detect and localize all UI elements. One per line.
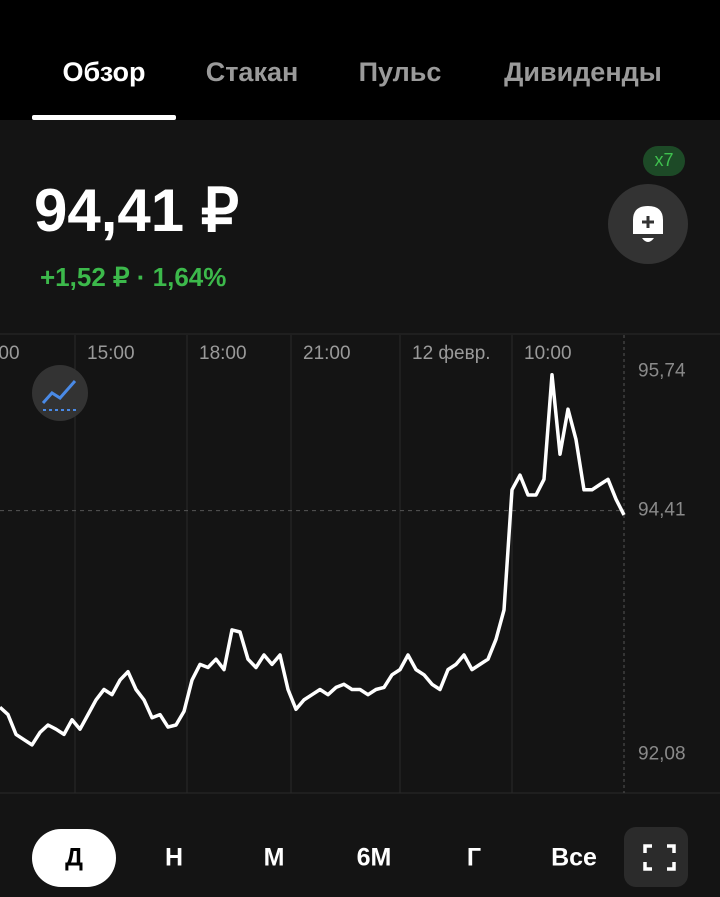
bell-plus [642,216,654,228]
badge-bg [643,146,685,176]
price-line-series [0,372,626,747]
tab[interactable]: Пульс [359,57,442,87]
period-button[interactable]: Г [467,844,481,872]
price-change: +1,52 ₽ · 1,64% [40,262,226,292]
x-tick-label: 18:00 [199,343,247,364]
tab-bar [0,0,720,120]
x-tick-label: 12 февр. [412,343,491,364]
period-button[interactable]: Все [551,844,597,872]
indicator-icon [41,380,77,405]
tab[interactable]: Дивиденды [504,57,662,87]
tab[interactable]: Стакан [206,57,299,87]
badge: x7 [654,150,673,170]
expand-button[interactable] [624,827,688,887]
expand-icon [643,844,676,871]
tab-underline [32,115,176,120]
x-tick-label: 12:00 [0,343,20,364]
x-tick-label: 15:00 [87,343,135,364]
y-tick-label: 94,41 [638,500,686,521]
x-tick-label: 10:00 [524,343,572,364]
y-tick-label: 92,08 [638,743,686,764]
period-active [32,829,116,887]
indicator-button[interactable] [32,365,88,421]
price: 94,41 ₽ [34,177,239,244]
tab[interactable]: Обзор [62,57,145,87]
period-button[interactable]: 6М [357,844,392,872]
period-button[interactable]: Д [65,844,83,872]
y-tick-label: 95,74 [638,361,686,382]
period-button[interactable]: Н [165,844,183,872]
period-button[interactable]: М [264,844,285,872]
x-tick-label: 21:00 [303,343,351,364]
